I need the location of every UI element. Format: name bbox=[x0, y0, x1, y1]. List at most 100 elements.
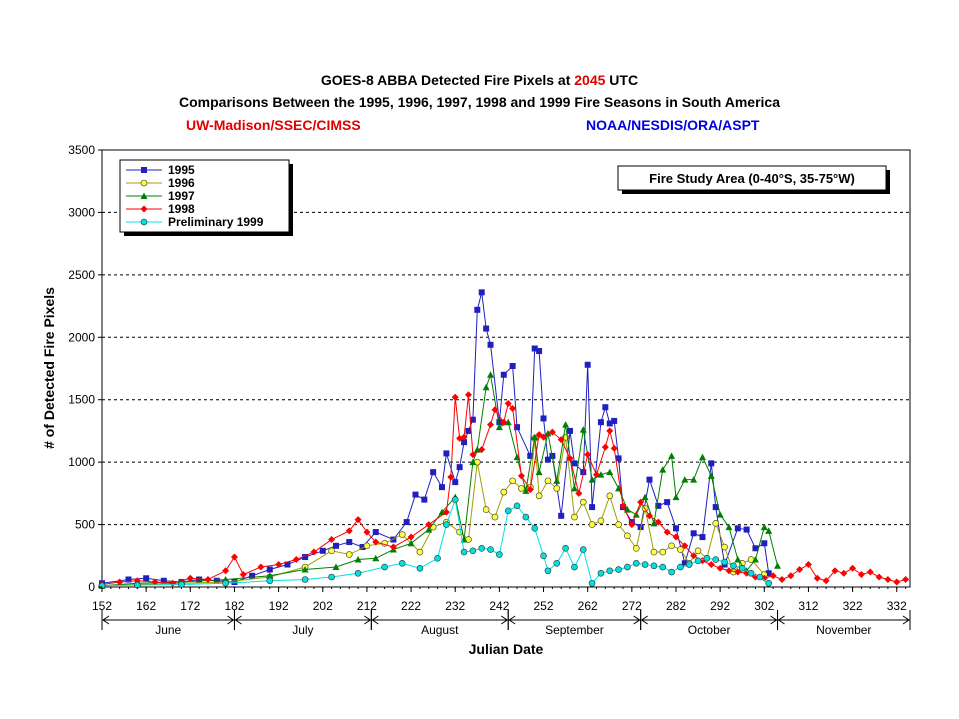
data-point-1996 bbox=[597, 517, 605, 525]
data-point-1997 bbox=[495, 423, 503, 431]
x-tick-label: 152 bbox=[92, 599, 112, 613]
data-point-preliminary-1999 bbox=[597, 569, 605, 577]
data-point-preliminary-1999 bbox=[588, 579, 596, 587]
data-point-1997 bbox=[690, 476, 698, 483]
y-tick-label: 1500 bbox=[68, 393, 95, 407]
legend-marker bbox=[141, 167, 147, 173]
data-point-1995 bbox=[567, 427, 574, 434]
data-point-1995 bbox=[664, 499, 671, 506]
data-point-1996 bbox=[518, 485, 525, 492]
data-point-1996 bbox=[491, 513, 499, 521]
data-point-1998 bbox=[813, 574, 821, 582]
data-point-1996 bbox=[416, 548, 424, 556]
data-point-1996 bbox=[482, 506, 490, 513]
data-point-1998 bbox=[257, 563, 265, 571]
month-label: July bbox=[292, 623, 313, 637]
x-tick-label: 212 bbox=[357, 599, 377, 613]
data-point-1998 bbox=[354, 516, 362, 524]
series-line-1996 bbox=[101, 437, 765, 587]
data-point-1995 bbox=[646, 476, 653, 483]
legend-label: 1998 bbox=[168, 202, 195, 216]
data-point-1998 bbox=[345, 527, 353, 535]
data-point-1996 bbox=[624, 532, 631, 540]
data-point-1998 bbox=[328, 536, 336, 544]
data-point-1996 bbox=[544, 477, 552, 485]
data-point-preliminary-1999 bbox=[632, 559, 640, 567]
data-point-1997 bbox=[553, 477, 561, 484]
month-ranges: June July August September October November bbox=[101, 610, 911, 637]
data-point-preliminary-1999 bbox=[451, 496, 459, 503]
series-line-1997 bbox=[101, 372, 779, 587]
credit-noaa: NOAA/NESDIS/ORA/ASPT bbox=[586, 117, 760, 133]
month-arrow-left bbox=[508, 615, 516, 625]
data-point-1998 bbox=[804, 561, 812, 569]
data-point-1995 bbox=[597, 419, 604, 426]
data-point-1997 bbox=[522, 487, 530, 494]
data-point-1998 bbox=[460, 433, 468, 441]
data-point-preliminary-1999 bbox=[694, 557, 702, 565]
data-point-1998 bbox=[487, 421, 495, 429]
month-arrow-left bbox=[234, 615, 242, 625]
x-tick-label: 182 bbox=[224, 599, 244, 613]
month-label: June bbox=[155, 623, 181, 637]
legend-marker bbox=[140, 205, 148, 213]
x-tick-label: 222 bbox=[401, 599, 421, 613]
data-point-1996 bbox=[606, 492, 614, 500]
data-point-1995 bbox=[231, 579, 238, 586]
data-point-1995 bbox=[699, 534, 706, 541]
data-point-1996 bbox=[588, 521, 596, 528]
data-point-1998 bbox=[292, 556, 300, 564]
legend-label: 1997 bbox=[168, 189, 195, 203]
data-point-preliminary-1999 bbox=[571, 563, 578, 571]
data-point-1995 bbox=[500, 371, 507, 378]
y-tick-label: 500 bbox=[75, 518, 95, 532]
data-point-1995 bbox=[571, 460, 578, 467]
data-point-1995 bbox=[465, 427, 472, 434]
data-point-1995 bbox=[712, 504, 719, 511]
data-point-1998 bbox=[204, 576, 212, 584]
legend-label: 1995 bbox=[168, 163, 195, 177]
month-label: November bbox=[816, 623, 871, 637]
data-point-preliminary-1999 bbox=[522, 513, 530, 521]
data-point-preliminary-1999 bbox=[354, 569, 362, 577]
data-point-1998 bbox=[690, 552, 698, 560]
data-point-1997 bbox=[579, 426, 587, 433]
data-point-preliminary-1999 bbox=[562, 544, 569, 552]
data-point-preliminary-1999 bbox=[721, 558, 728, 566]
data-point-1998 bbox=[654, 518, 662, 526]
data-point-1998 bbox=[610, 444, 618, 452]
data-point-1998 bbox=[831, 567, 839, 575]
data-point-1998 bbox=[787, 572, 795, 580]
series-layer bbox=[98, 289, 910, 590]
month-arrow-right bbox=[633, 615, 641, 625]
x-tick-label: 242 bbox=[489, 599, 509, 613]
month-arrow-right bbox=[500, 615, 509, 625]
plot-frame bbox=[101, 149, 911, 588]
data-point-1998 bbox=[593, 471, 601, 479]
data-point-1997 bbox=[751, 556, 759, 563]
data-point-1998 bbox=[778, 576, 786, 584]
data-point-1997 bbox=[650, 519, 658, 527]
data-point-1996 bbox=[694, 547, 702, 555]
data-point-1998 bbox=[372, 538, 380, 546]
data-point-1995 bbox=[372, 529, 379, 536]
data-point-1998 bbox=[151, 578, 159, 586]
data-point-1997 bbox=[482, 383, 490, 391]
axes: 0 500 1000 1500 2000 2500 3000 3500 152 162 172 182… bbox=[68, 143, 907, 613]
x-tick-label: 162 bbox=[136, 599, 156, 613]
data-point-1995 bbox=[743, 526, 750, 533]
data-point-1995 bbox=[540, 415, 547, 422]
x-tick-label: 272 bbox=[622, 599, 642, 613]
x-tick-label: 292 bbox=[710, 599, 730, 613]
data-point-1995 bbox=[346, 539, 353, 546]
data-point-1995 bbox=[430, 469, 437, 476]
data-point-1995 bbox=[474, 306, 481, 313]
data-point-preliminary-1999 bbox=[328, 573, 335, 581]
data-point-1996 bbox=[553, 485, 561, 492]
data-point-1995 bbox=[672, 525, 679, 532]
data-point-1995 bbox=[452, 479, 459, 486]
data-point-1997 bbox=[774, 562, 782, 569]
data-point-1998 bbox=[310, 548, 318, 556]
data-point-1997 bbox=[698, 453, 706, 461]
legend-item-preliminary-1999: Preliminary 1999 bbox=[126, 215, 264, 229]
